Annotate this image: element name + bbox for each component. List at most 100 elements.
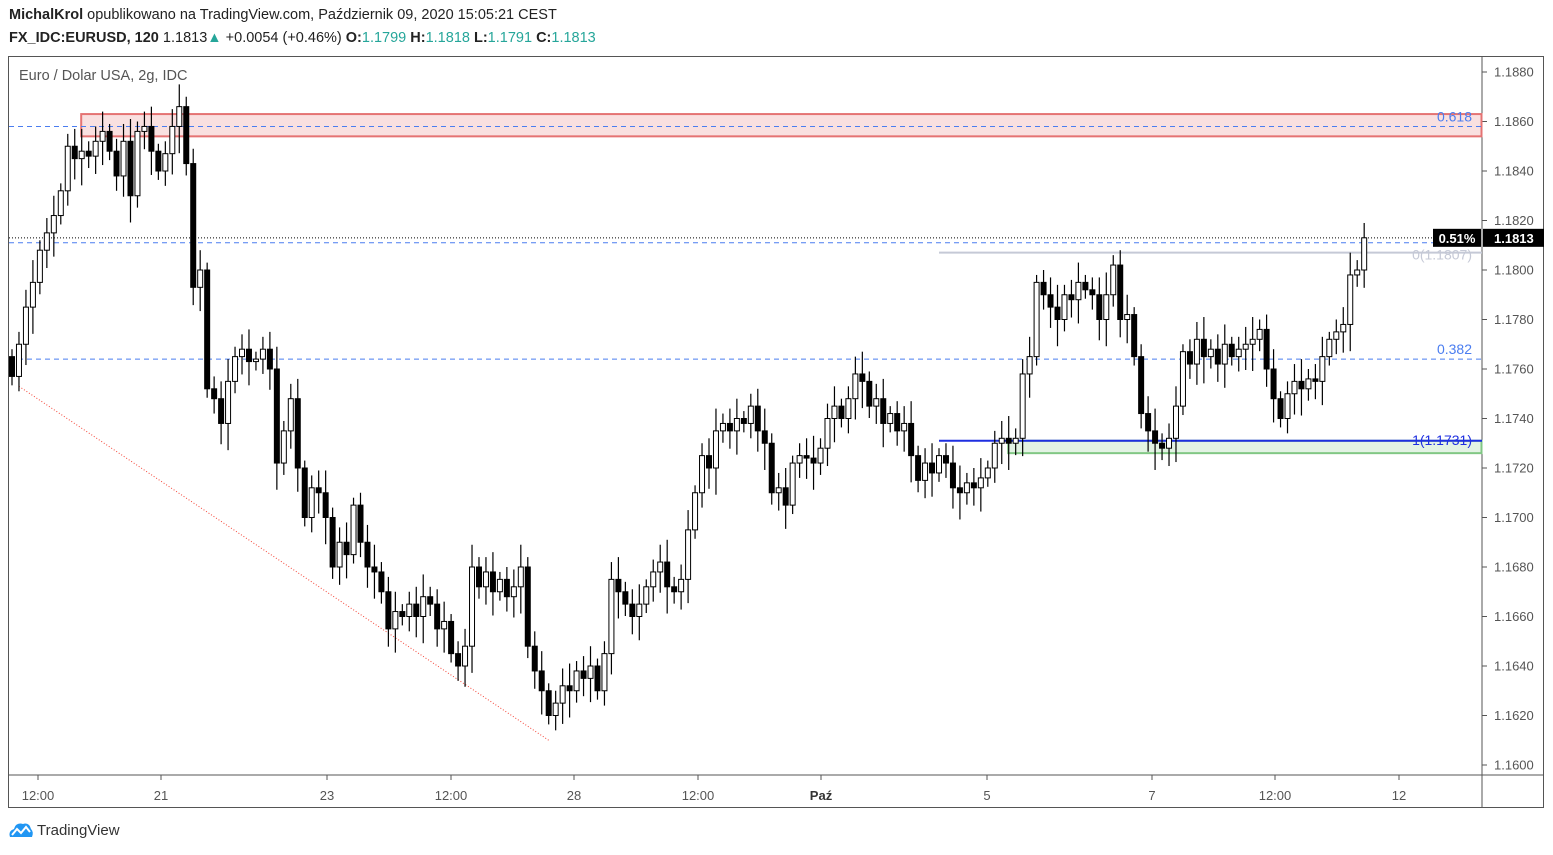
candle-down — [929, 462, 936, 474]
candle-up — [657, 561, 664, 573]
candle-up — [469, 566, 476, 647]
candle-up — [1242, 343, 1249, 350]
candle-up — [712, 430, 719, 469]
x-tick-label: 12:00 — [22, 788, 55, 803]
y-tick-label: 1.1780 — [1494, 312, 1534, 327]
candle-down — [1270, 368, 1277, 400]
candle-up — [719, 422, 726, 432]
y-tick-label: 1.1740 — [1494, 411, 1534, 426]
candle-down — [106, 130, 113, 152]
candle-down — [594, 665, 601, 692]
symbol-info: FX_IDC:EURUSD, 120 1.1813▲ +0.0054 (+0.4… — [9, 30, 596, 46]
candle-up — [1347, 274, 1354, 325]
candle-down — [127, 140, 134, 197]
candle-up — [287, 398, 294, 432]
candle-down — [538, 670, 545, 692]
candle-down — [378, 571, 385, 593]
candle-up — [1124, 314, 1131, 320]
candle-up — [1354, 269, 1361, 276]
candle-up — [78, 150, 85, 160]
candle-up — [998, 437, 1005, 444]
candle-up — [462, 645, 469, 667]
last-price-badge — [1483, 228, 1544, 247]
candle-down — [204, 269, 211, 390]
x-tick-label: 12:00 — [1259, 788, 1292, 803]
candle-up — [587, 665, 594, 679]
candle-down — [894, 413, 901, 432]
candle-down — [615, 578, 622, 593]
candle-up — [1256, 328, 1263, 340]
candle-down — [671, 586, 678, 593]
y-tick-label: 1.1880 — [1494, 65, 1534, 80]
x-tick-label: 12:00 — [435, 788, 468, 803]
candle-down — [970, 482, 977, 489]
candle-down — [329, 517, 336, 568]
candle-up — [510, 586, 517, 598]
tradingview-logo[interactable]: TradingView — [8, 821, 120, 839]
candle-up — [308, 487, 315, 518]
y-tick-label: 1.1860 — [1494, 114, 1534, 129]
candle-up — [22, 306, 29, 345]
y-tick-label: 1.1720 — [1494, 461, 1534, 476]
y-tick-label: 1.1800 — [1494, 263, 1534, 278]
candle-up — [1075, 281, 1082, 301]
candle-up — [991, 442, 998, 469]
x-tick-label: 7 — [1148, 788, 1155, 803]
candle-up — [1305, 378, 1312, 390]
change-badge — [1433, 228, 1481, 247]
candle-up — [887, 413, 894, 424]
candle-down — [364, 541, 371, 568]
y-tick-label: 1.1600 — [1494, 758, 1534, 773]
candle-down — [545, 690, 552, 716]
candle-up — [963, 482, 970, 494]
candle-down — [71, 145, 78, 160]
candle-down — [956, 487, 963, 494]
candle-up — [1026, 356, 1033, 375]
candle-down — [1152, 430, 1159, 444]
open-label: O: — [345, 30, 362, 46]
candle-down — [1186, 351, 1193, 365]
candle-up — [64, 145, 71, 192]
candle-down — [413, 603, 420, 617]
candle-up — [36, 249, 43, 283]
candle-up — [1291, 380, 1298, 395]
candle-up — [420, 596, 427, 618]
candle-up — [873, 398, 880, 407]
candle-down — [211, 388, 218, 400]
candle-up — [1166, 437, 1173, 449]
close-value: 1.1813 — [551, 30, 596, 46]
candle-up — [50, 215, 57, 234]
candle-up — [1319, 356, 1326, 382]
candle-down — [1131, 314, 1138, 358]
candle-up — [1284, 393, 1291, 419]
last-price: 1.1813 — [162, 30, 208, 46]
candle-up — [852, 373, 859, 400]
candle-down — [475, 566, 482, 588]
candle-down — [754, 405, 761, 432]
candle-up — [831, 405, 838, 419]
candle-down — [1040, 281, 1047, 296]
candle-down — [622, 591, 629, 605]
change: +0.0054 (+0.46%) — [225, 30, 342, 46]
candle-down — [1068, 294, 1075, 301]
candle-up — [1110, 264, 1117, 296]
candle-up — [789, 462, 796, 506]
candle-up — [43, 232, 50, 251]
candle-down — [1159, 442, 1166, 449]
candle-down — [266, 348, 273, 370]
x-tick-label: 12:00 — [682, 788, 715, 803]
candle-down — [385, 591, 392, 630]
open-value: 1.1799 — [361, 30, 407, 46]
candle-down — [343, 541, 350, 556]
x-tick-label: 21 — [154, 788, 168, 803]
candle-up — [225, 380, 232, 424]
chart-frame[interactable] — [8, 56, 1544, 808]
candle-up — [845, 398, 852, 420]
candle-up — [1333, 331, 1340, 340]
candle-up — [747, 405, 754, 424]
candle-down — [1054, 306, 1061, 320]
candle-down — [706, 455, 712, 469]
candle-down — [1138, 356, 1145, 415]
fib-level-label: 0.382 — [1437, 341, 1472, 357]
